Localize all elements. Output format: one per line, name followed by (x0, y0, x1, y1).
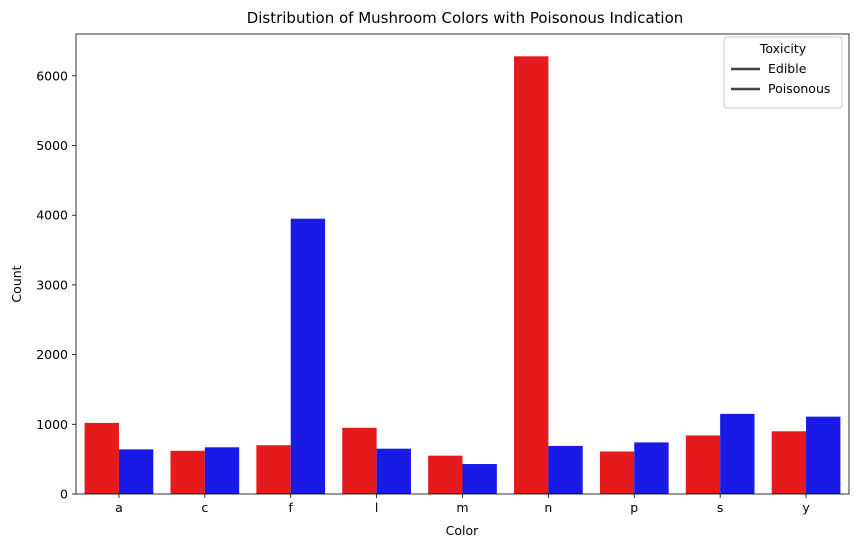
x-tick-label: s (717, 500, 724, 515)
legend: Toxicity Edible Poisonous (723, 36, 843, 109)
x-tick-label: p (630, 500, 638, 515)
x-tick-label: c (201, 500, 208, 515)
legend-entries: Edible Poisonous (731, 61, 830, 96)
y-tick-label: 4000 (36, 208, 68, 223)
bar-poisonous-f (290, 218, 326, 495)
y-tick-label: 2000 (36, 347, 68, 362)
bar-poisonous-c (204, 447, 240, 494)
bar-edible-s (685, 435, 721, 494)
y-tick-label: 3000 (36, 277, 68, 292)
x-tick-label: m (456, 500, 468, 515)
bar-edible-a (84, 422, 119, 494)
bar-edible-c (170, 450, 205, 494)
bar-edible-p (599, 451, 635, 494)
bar-edible-m (428, 455, 463, 494)
x-tick-label: n (544, 500, 552, 515)
y-tick-label: 5000 (36, 138, 68, 153)
y-tick-label: 1000 (36, 417, 68, 432)
bar-poisonous-m (462, 464, 497, 494)
bar-edible-l (342, 427, 377, 494)
bar-poisonous-l (376, 448, 411, 494)
y-tick-label: 6000 (36, 68, 68, 83)
bar-poisonous-y (806, 416, 841, 494)
x-tick-label: f (289, 500, 294, 515)
chart-title: Distribution of Mushroom Colors with Poi… (247, 9, 684, 27)
bar-poisonous-a (118, 449, 154, 494)
bar-edible-y (771, 431, 807, 494)
bars (84, 56, 841, 495)
x-tick-label: l (375, 500, 378, 515)
bar-poisonous-p (634, 442, 669, 494)
bar-edible-f (256, 445, 291, 494)
bar-poisonous-n (548, 445, 583, 494)
y-axis-label: Count (9, 265, 24, 302)
y-tick-label: 0 (60, 487, 68, 502)
legend-title: Toxicity (759, 41, 807, 56)
plot-frame (75, 33, 850, 495)
x-axis-label: Color (446, 523, 479, 538)
bar-edible-n (514, 56, 549, 494)
x-tick-label: y (802, 500, 810, 515)
x-tick-label: a (115, 500, 123, 515)
legend-entry-label: Poisonous (768, 81, 830, 96)
bar-poisonous-s (720, 413, 755, 494)
y-axis-ticks: 0 1000 2000 3000 4000 5000 6000 (36, 68, 76, 502)
legend-entry-label: Edible (768, 61, 807, 76)
